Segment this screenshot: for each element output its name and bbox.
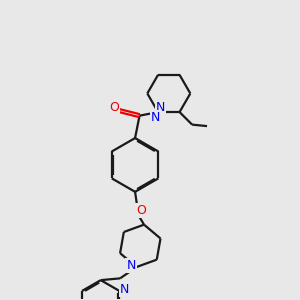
Text: O: O	[136, 204, 146, 217]
Text: N: N	[120, 283, 129, 296]
Text: N: N	[156, 101, 165, 114]
Text: O: O	[109, 101, 119, 114]
Text: N: N	[151, 111, 160, 124]
Text: N: N	[127, 259, 136, 272]
